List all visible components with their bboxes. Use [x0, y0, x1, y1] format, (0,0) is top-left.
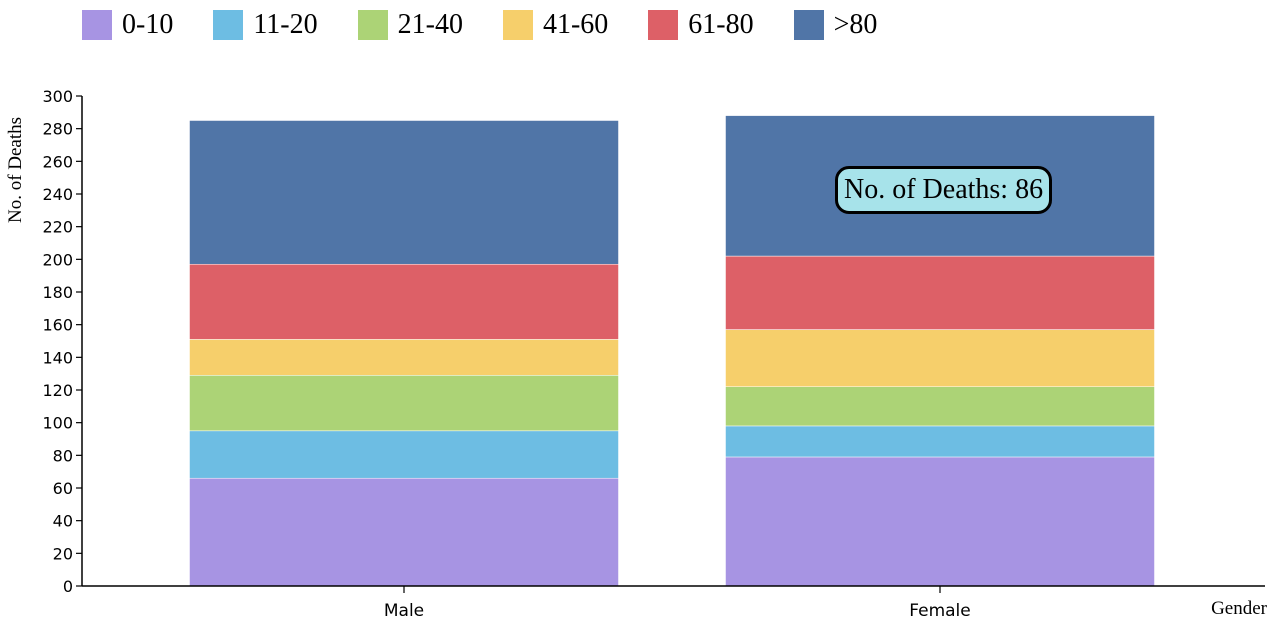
legend-item: >80: [793, 9, 878, 40]
y-tick-label: 40: [53, 512, 73, 531]
legend-swatch: [793, 10, 824, 40]
legend-label: 61-80: [688, 9, 754, 40]
y-axis: 0 20 40 60 80 100 120 140 160 180 200 220 240 260 280 3…: [42, 87, 83, 596]
legend-label: 21-40: [397, 9, 463, 40]
legend-swatch: [82, 10, 112, 40]
x-axis: Male Female: [82, 585, 1265, 621]
bar-segment[interactable]: [189, 339, 619, 376]
bar-segment[interactable]: [189, 430, 619, 479]
x-axis-title: Gender: [1211, 598, 1268, 619]
bar-segment[interactable]: [189, 120, 619, 265]
x-tick-label: Female: [909, 601, 970, 621]
y-tick-label: 0: [63, 577, 73, 596]
y-tick-label: 200: [42, 250, 73, 269]
bar-segment[interactable]: [725, 255, 1155, 330]
y-tick-label: 220: [42, 218, 73, 237]
y-tick-label: 60: [53, 479, 73, 498]
legend-item: 0-10: [82, 10, 173, 40]
value-tooltip: No. of Deaths: 86: [835, 166, 1053, 214]
legend: 0-10 11-20 21-40 41-60 61-80 >80: [82, 10, 917, 40]
y-tick-label: 240: [42, 185, 73, 204]
legend-label: 11-20: [253, 9, 318, 40]
legend-swatch: [502, 10, 533, 40]
x-tick-label: Male: [384, 601, 424, 621]
y-tick-label: 280: [42, 120, 73, 139]
y-axis-title: No. of Deaths: [5, 117, 26, 223]
y-tick-label: 300: [42, 87, 73, 106]
legend-item: 11-20: [213, 9, 318, 40]
legend-item: 61-80: [648, 9, 754, 40]
y-tick-label: 20: [53, 544, 73, 563]
bar-segment[interactable]: [725, 425, 1155, 458]
legend-label: 0-10: [122, 9, 174, 40]
bar-segment[interactable]: [189, 375, 619, 432]
legend-swatch: [213, 10, 244, 40]
legend-swatch: [357, 10, 388, 40]
y-tick-label: 260: [42, 152, 73, 171]
bar-segment[interactable]: [725, 329, 1155, 387]
y-tick-label: 140: [42, 348, 73, 367]
bar-segment[interactable]: [189, 263, 619, 340]
bar-segment[interactable]: [725, 456, 1155, 587]
legend-item: 21-40: [357, 9, 463, 40]
y-tick-label: 180: [42, 283, 73, 302]
bar-segment[interactable]: [189, 477, 619, 587]
bars-group: [189, 115, 1155, 587]
y-tick-label: 80: [53, 446, 73, 465]
bar-segment[interactable]: [725, 386, 1155, 427]
y-tick-label: 100: [42, 414, 73, 433]
legend-swatch: [648, 10, 679, 40]
legend-label: >80: [833, 9, 878, 40]
legend-item: 41-60: [502, 9, 609, 40]
y-tick-label: 160: [42, 316, 73, 335]
y-tick-label: 120: [42, 381, 73, 400]
legend-label: 41-60: [542, 9, 609, 40]
